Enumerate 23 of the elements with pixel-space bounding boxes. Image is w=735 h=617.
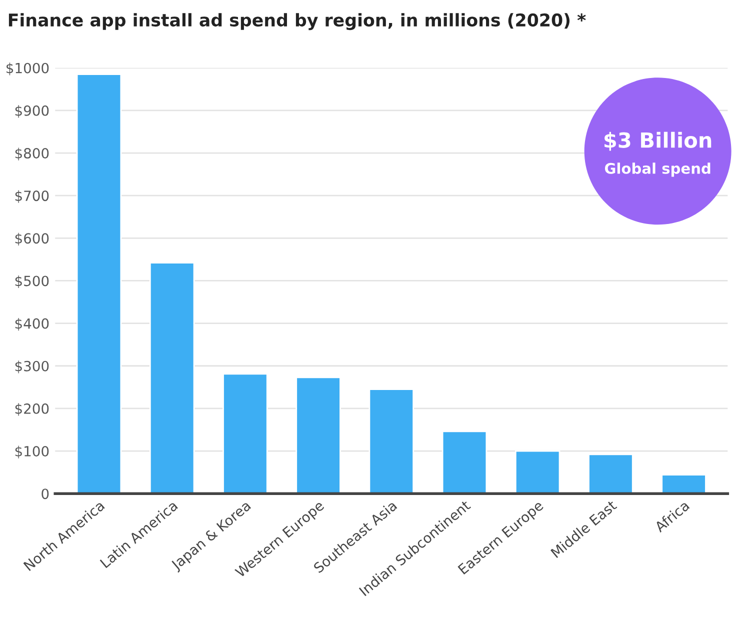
bar [149, 262, 195, 494]
y-tick-label: $500 [15, 275, 49, 288]
y-tick-label: $1000 [6, 62, 49, 76]
bar [76, 74, 122, 494]
bar [661, 474, 706, 494]
y-tick-label: $400 [15, 318, 49, 331]
bar [514, 450, 560, 494]
bar [368, 388, 414, 494]
y-tick-label: $200 [15, 403, 49, 416]
bar [588, 454, 634, 494]
y-tick-label: $900 [15, 105, 49, 118]
bar [222, 373, 268, 494]
annotation: Global spend [604, 162, 710, 177]
y-tick-label: $300 [15, 360, 49, 374]
annotation: $3 Billion [604, 132, 712, 151]
chart-title: Finance app install ad spend by region, in millions (2020) * [8, 13, 586, 30]
bar [442, 430, 488, 494]
y-tick-label: $600 [15, 232, 49, 246]
y-tick-label: $800 [15, 148, 49, 160]
y-tick-label: $100 [15, 446, 49, 458]
y-tick-label: 0 [42, 488, 49, 500]
y-tick-label: $700 [15, 190, 49, 203]
bar [296, 376, 341, 494]
